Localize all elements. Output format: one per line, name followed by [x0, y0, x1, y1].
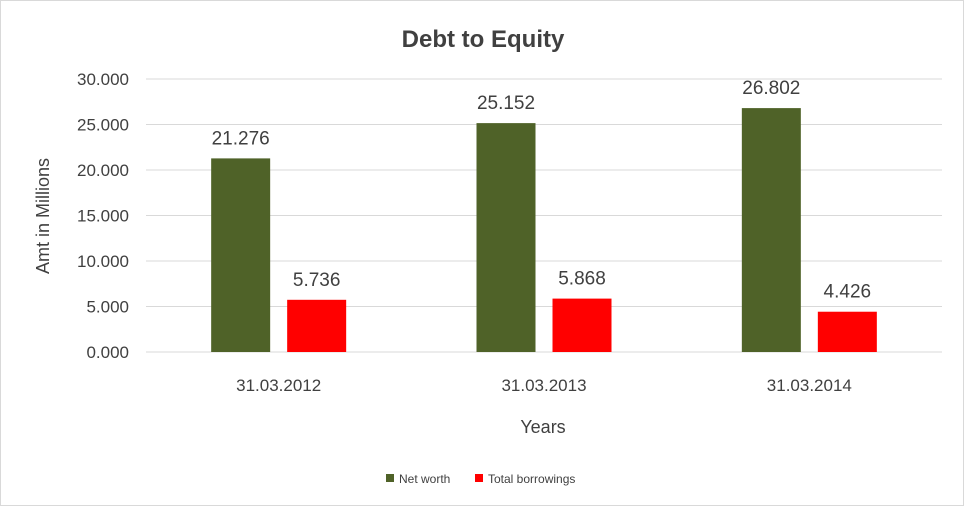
- y-tick-label: 30.000: [77, 70, 129, 89]
- legend-swatch: [386, 474, 394, 482]
- data-label: 25.152: [477, 93, 535, 114]
- y-tick-label: 5.000: [86, 298, 129, 317]
- bar: [552, 298, 612, 352]
- data-label: 5.736: [293, 270, 341, 291]
- x-tick-label: 31.03.2012: [236, 376, 321, 395]
- y-tick-label: 0.000: [86, 343, 129, 362]
- bar: [476, 123, 536, 353]
- data-label: 5.868: [558, 269, 606, 290]
- bar: [287, 299, 347, 352]
- y-tick-label: 20.000: [77, 161, 129, 180]
- y-axis-title: Amt in Millions: [33, 158, 53, 274]
- x-axis-ticks: 31.03.2012 31.03.2013 31.03.2014: [236, 376, 852, 395]
- legend-label: Total borrowings: [488, 472, 575, 486]
- bar: [817, 311, 877, 352]
- bars: [211, 108, 877, 353]
- legend: Net worth Total borrowings: [386, 472, 575, 486]
- data-label: 4.426: [824, 282, 872, 303]
- gridlines: [146, 78, 942, 353]
- data-labels: 21.276 5.736 25.152 5.868 26.802 4.426: [212, 78, 872, 303]
- y-tick-label: 15.000: [77, 207, 129, 226]
- bar: [211, 158, 271, 352]
- y-tick-label: 25.000: [77, 116, 129, 135]
- bar: [741, 108, 801, 352]
- legend-swatch: [475, 474, 483, 482]
- legend-label: Net worth: [399, 472, 450, 486]
- x-axis-title: Years: [520, 417, 565, 437]
- legend-item: Net worth: [386, 472, 450, 486]
- data-label: 26.802: [742, 78, 800, 99]
- x-tick-label: 31.03.2013: [501, 376, 586, 395]
- y-tick-label: 10.000: [77, 252, 129, 271]
- chart-title: Debt to Equity: [402, 26, 565, 53]
- y-axis-ticks: 0.000 5.000 10.000 15.000 20.000 25.000 30.000: [77, 70, 129, 362]
- legend-item: Total borrowings: [475, 472, 575, 486]
- data-label: 21.276: [212, 128, 270, 149]
- x-tick-label: 31.03.2014: [767, 376, 852, 395]
